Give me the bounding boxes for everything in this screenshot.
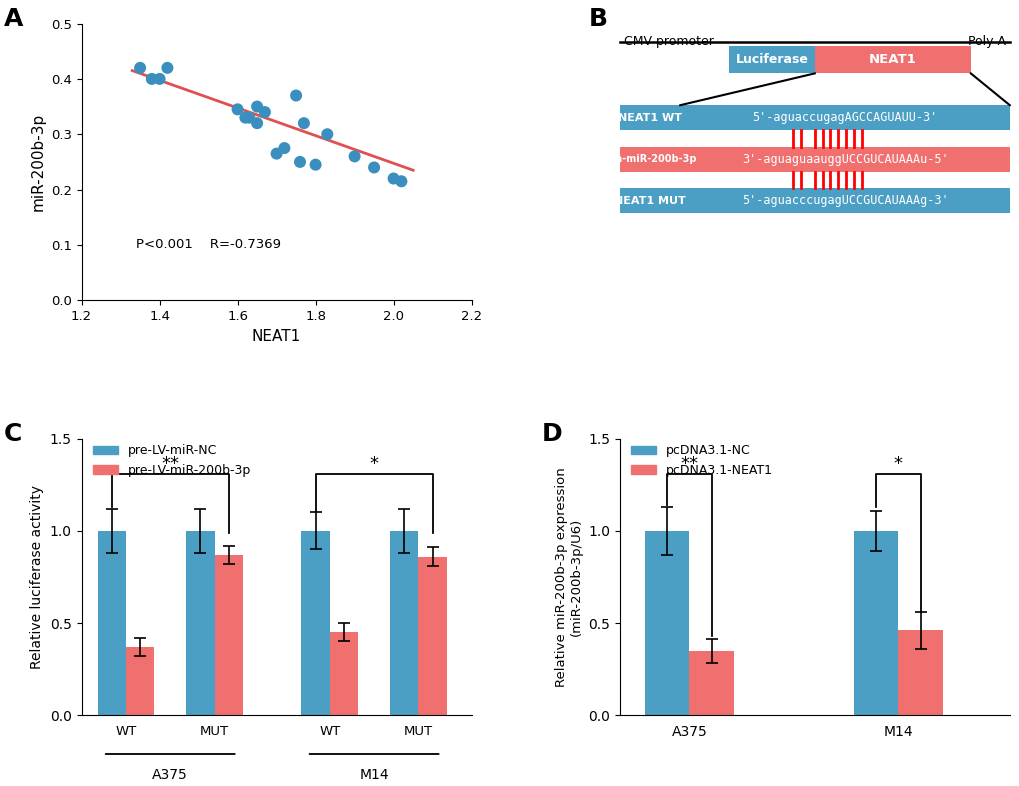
Text: hsa-miR-200b-3p: hsa-miR-200b-3p (602, 154, 696, 164)
Bar (125, 647, 154, 715)
Legend: pcDNA3.1-NC, pcDNA3.1-NEAT1: pcDNA3.1-NC, pcDNA3.1-NEAT1 (626, 439, 777, 482)
FancyBboxPatch shape (680, 147, 1009, 171)
Point (229, 103, 246, 116)
Legend: pre-LV-miR-NC, pre-LV-miR-200b-3p: pre-LV-miR-NC, pre-LV-miR-200b-3p (88, 439, 256, 482)
Text: 5'-aguacccugagUCCGUCAUAAAg-3': 5'-aguacccugagUCCGUCAUAAAg-3' (741, 194, 948, 208)
Text: A: A (4, 7, 23, 31)
Point (249, 117, 265, 130)
Text: 3'-aguaguaauggUCCGUCAUAAAu-5': 3'-aguaguaauggUCCGUCAUAAAu-5' (741, 152, 948, 166)
FancyBboxPatch shape (729, 46, 814, 73)
Point (296, 117, 312, 130)
Point (307, 159, 323, 171)
FancyBboxPatch shape (620, 105, 680, 130)
Text: Poly A: Poly A (967, 35, 1005, 48)
Point (393, 175, 410, 188)
Point (249, 101, 265, 113)
Text: C: C (4, 422, 22, 446)
Point (131, 61, 148, 74)
Bar (389, 531, 418, 715)
X-axis label: NEAT1: NEAT1 (252, 329, 301, 343)
Text: *: * (893, 455, 902, 472)
Y-axis label: Relative luciferase activity: Relative luciferase activity (31, 485, 44, 669)
Point (366, 161, 382, 174)
Bar (98, 531, 125, 715)
Point (276, 141, 292, 154)
Text: 5'-aguaccugagAGCCAGUAUU-3': 5'-aguaccugagAGCCAGUAUU-3' (752, 111, 936, 124)
FancyBboxPatch shape (680, 188, 1009, 213)
Bar (186, 531, 214, 715)
Bar (644, 531, 689, 715)
Bar (214, 555, 243, 715)
Bar (689, 651, 734, 715)
Point (385, 172, 401, 185)
Text: A375: A375 (152, 768, 187, 782)
Text: B: B (588, 7, 607, 31)
Text: P<0.001    R=-0.7369: P<0.001 R=-0.7369 (137, 237, 281, 251)
Y-axis label: Relative miR-200b-3p expression
(miR-200b-3p/U6): Relative miR-200b-3p expression (miR-200… (554, 467, 582, 687)
FancyBboxPatch shape (814, 46, 970, 73)
Point (151, 72, 167, 85)
Text: *: * (369, 455, 378, 472)
Point (144, 72, 160, 85)
Bar (853, 531, 898, 715)
Text: NEAT1 WT: NEAT1 WT (618, 112, 682, 123)
Text: NEAT1: NEAT1 (868, 53, 916, 66)
Point (240, 112, 257, 124)
FancyBboxPatch shape (620, 188, 680, 213)
Bar (302, 531, 329, 715)
Point (237, 112, 254, 124)
Text: **: ** (161, 455, 179, 472)
Text: D: D (541, 422, 561, 446)
Point (257, 106, 273, 119)
Text: **: ** (680, 455, 698, 472)
Bar (898, 630, 942, 715)
FancyBboxPatch shape (680, 105, 1009, 130)
Y-axis label: miR-200b-3p: miR-200b-3p (31, 112, 45, 211)
Point (287, 90, 304, 102)
Bar (329, 632, 358, 715)
Text: Luciferase: Luciferase (735, 53, 807, 66)
Point (319, 128, 335, 141)
Text: NEAT1 MUT: NEAT1 MUT (613, 196, 685, 206)
Text: M14: M14 (359, 768, 388, 782)
Bar (418, 556, 446, 715)
Point (268, 147, 284, 160)
Text: CMV promoter: CMV promoter (623, 35, 713, 48)
Point (291, 156, 308, 168)
Point (159, 61, 175, 74)
FancyBboxPatch shape (620, 147, 680, 171)
Point (346, 150, 363, 163)
